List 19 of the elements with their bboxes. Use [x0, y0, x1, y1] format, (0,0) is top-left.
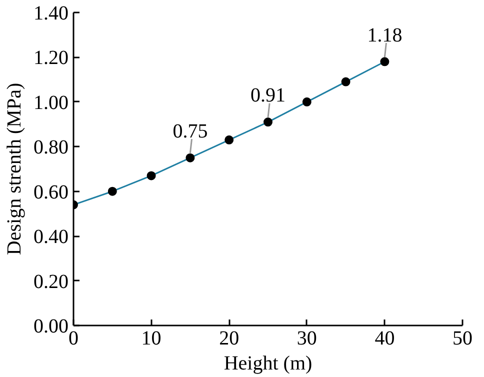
y-tick-label: 0.80 [34, 136, 68, 159]
y-tick-label: 0.00 [34, 316, 68, 338]
x-tick-label: 10 [141, 328, 162, 350]
x-tick-label: 40 [374, 328, 395, 350]
data-label: 1.18 [367, 24, 402, 46]
x-axis-title: Height (m) [224, 352, 312, 374]
y-axis-title: Design strenth (MPa) [4, 82, 26, 256]
y-tick-label: 1.20 [34, 47, 68, 70]
y-tick-label: 1.00 [34, 92, 68, 114]
x-tick-label: 0 [68, 328, 78, 350]
y-tick-label: 1.40 [34, 2, 68, 24]
data-label: 0.91 [250, 84, 286, 107]
x-tick-label: 20 [219, 328, 240, 350]
x-tick-label: 50 [452, 328, 472, 350]
data-label: 0.75 [172, 120, 208, 142]
y-tick-label: 0.20 [34, 270, 68, 293]
y-tick-label: 0.40 [34, 226, 68, 248]
y-tick-label: 0.60 [34, 181, 68, 204]
x-tick-label: 30 [296, 328, 317, 350]
